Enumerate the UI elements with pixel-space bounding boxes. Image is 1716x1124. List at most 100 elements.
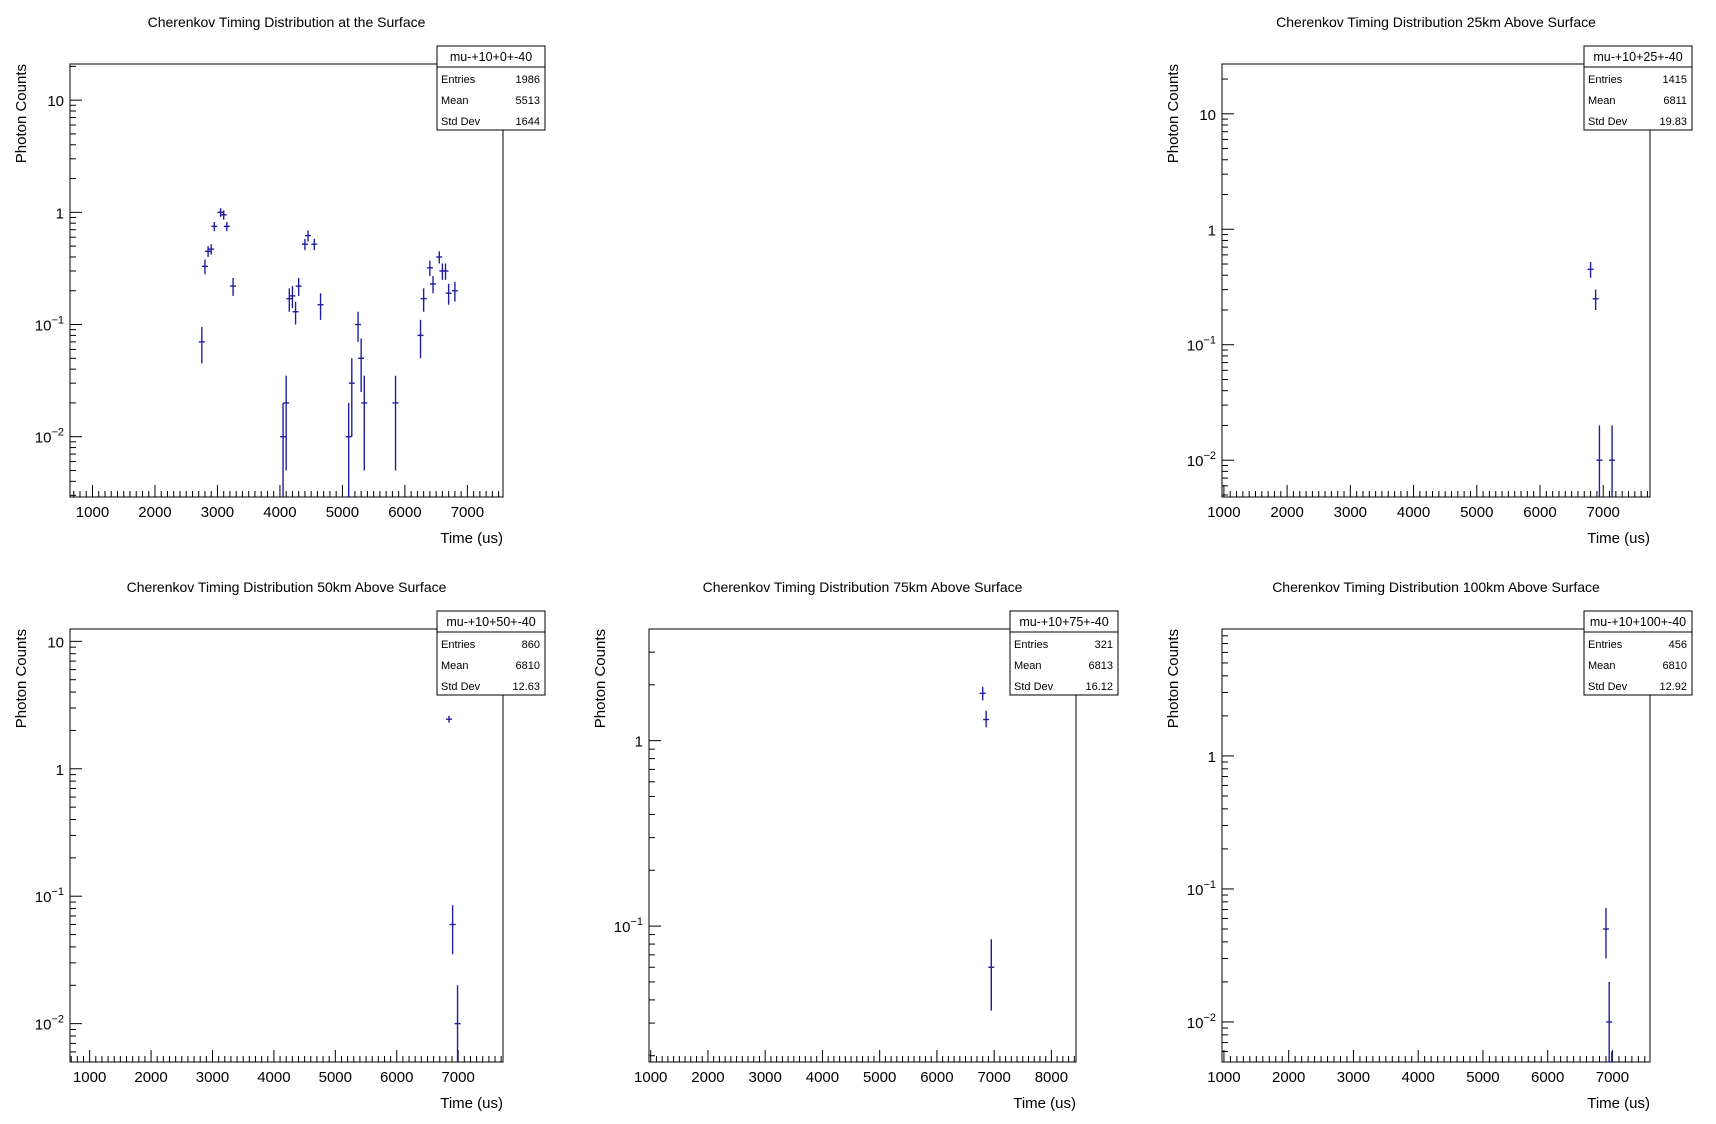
stats-box-frame bbox=[1583, 45, 1693, 131]
y-axis-label: Photon Counts bbox=[592, 629, 609, 728]
stats-value-std-dev: 12.92 bbox=[1659, 681, 1687, 693]
stats-label-mean: Mean bbox=[441, 660, 469, 672]
stats-box-name: mu-+10+75+-40 bbox=[1019, 615, 1108, 629]
y-tick-label: 10−2 bbox=[1187, 1012, 1216, 1032]
stats-label-mean: Mean bbox=[1588, 660, 1616, 672]
x-tick-label: 4000 bbox=[1397, 504, 1430, 521]
stats-box-name: mu-+10+0+-40 bbox=[450, 50, 532, 64]
data-series bbox=[445, 715, 461, 1062]
y-axis-label: Photon Counts bbox=[1165, 64, 1182, 163]
x-tick-label: 7000 bbox=[1587, 504, 1620, 521]
y-axis-label: Photon Counts bbox=[13, 64, 30, 163]
chart-title: Cherenkov Timing Distribution 100km Abov… bbox=[1272, 579, 1600, 595]
chart-title: Cherenkov Timing Distribution 75km Above… bbox=[703, 579, 1023, 595]
x-tick-label: 6000 bbox=[388, 504, 421, 521]
stats-value-mean: 6810 bbox=[1663, 660, 1687, 672]
y-axis-label: Photon Counts bbox=[13, 629, 30, 728]
x-tick-label: 4000 bbox=[1402, 1069, 1435, 1086]
x-tick-label: 6000 bbox=[380, 1069, 413, 1086]
chart-panel: Cherenkov Timing Distribution 75km Above… bbox=[592, 579, 1119, 1112]
x-tick-label: 5000 bbox=[326, 504, 359, 521]
data-series bbox=[1602, 907, 1615, 1062]
x-tick-label: 7000 bbox=[1596, 1069, 1629, 1086]
x-tick-label: 1000 bbox=[76, 504, 109, 521]
x-tick-label: 6000 bbox=[1523, 504, 1556, 521]
stats-label-std-dev: Std Dev bbox=[1588, 116, 1628, 128]
stats-label-entries: Entries bbox=[1588, 74, 1623, 86]
stats-value-std-dev: 16.12 bbox=[1085, 681, 1113, 693]
chart-title: Cherenkov Timing Distribution at the Sur… bbox=[148, 14, 426, 30]
x-tick-label: 3000 bbox=[1334, 504, 1367, 521]
y-tick-label: 1 bbox=[1208, 749, 1216, 766]
stats-box: mu-+10+50+-40 Entries 860 Mean 6810 Std Dev 12… bbox=[436, 610, 546, 696]
y-axis-label: Photon Counts bbox=[1165, 629, 1182, 728]
y-tick-label: 10 bbox=[47, 634, 64, 651]
y-tick-label: 1 bbox=[1208, 222, 1216, 239]
y-tick-label: 10−1 bbox=[35, 315, 64, 335]
stats-value-std-dev: 19.83 bbox=[1659, 116, 1687, 128]
stats-box-frame bbox=[436, 610, 546, 696]
stats-box-name: mu-+10+100+-40 bbox=[1590, 615, 1686, 629]
x-tick-label: 2000 bbox=[1270, 504, 1303, 521]
stats-label-mean: Mean bbox=[441, 95, 469, 107]
x-tick-label: 5000 bbox=[1460, 504, 1493, 521]
stats-label-mean: Mean bbox=[1014, 660, 1042, 672]
x-tick-label: 1000 bbox=[1207, 1069, 1240, 1086]
y-tick-label: 10−1 bbox=[1187, 335, 1216, 355]
stats-label-std-dev: Std Dev bbox=[1588, 681, 1628, 693]
stats-value-entries: 860 bbox=[522, 639, 540, 651]
x-tick-label: 3000 bbox=[749, 1069, 782, 1086]
stats-box: mu-+10+100+-40 Entries 456 Mean 6810 Std Dev 1… bbox=[1583, 610, 1693, 696]
x-tick-label: 2000 bbox=[1272, 1069, 1305, 1086]
stats-box: mu-+10+75+-40 Entries 321 Mean 6813 Std Dev 16… bbox=[1009, 610, 1119, 696]
x-axis-label: Time (us) bbox=[440, 1095, 503, 1112]
stats-box-name: mu-+10+25+-40 bbox=[1593, 50, 1682, 64]
plot-frame bbox=[1221, 628, 1651, 1063]
x-tick-label: 4000 bbox=[806, 1069, 839, 1086]
stats-value-std-dev: 12.63 bbox=[512, 681, 540, 693]
y-tick-label: 10−2 bbox=[35, 427, 64, 447]
x-tick-label: 5000 bbox=[1466, 1069, 1499, 1086]
y-tick-label: 10−1 bbox=[1187, 879, 1216, 899]
stats-value-mean: 6813 bbox=[1089, 660, 1113, 672]
data-series bbox=[198, 208, 458, 497]
x-axis-label: Time (us) bbox=[1587, 530, 1650, 547]
stats-value-mean: 6810 bbox=[516, 660, 540, 672]
y-tick-label: 10 bbox=[1199, 107, 1216, 124]
x-tick-label: 5000 bbox=[863, 1069, 896, 1086]
stats-label-std-dev: Std Dev bbox=[441, 681, 481, 693]
x-tick-label: 2000 bbox=[138, 504, 171, 521]
x-tick-label: 7000 bbox=[977, 1069, 1010, 1086]
x-tick-label: 1000 bbox=[634, 1069, 667, 1086]
x-tick-label: 6000 bbox=[920, 1069, 953, 1086]
chart-title: Cherenkov Timing Distribution 25km Above… bbox=[1276, 14, 1596, 30]
stats-label-entries: Entries bbox=[1588, 639, 1623, 651]
chart-panel: Cherenkov Timing Distribution at the Sur… bbox=[13, 14, 546, 547]
stats-box-frame bbox=[1583, 610, 1693, 696]
y-tick-label: 10−2 bbox=[35, 1014, 64, 1034]
stats-box-frame bbox=[436, 45, 546, 131]
plot-frame bbox=[1221, 63, 1651, 498]
x-tick-label: 7000 bbox=[451, 504, 484, 521]
x-axis-label: Time (us) bbox=[440, 530, 503, 547]
y-tick-label: 10−1 bbox=[35, 886, 64, 906]
y-tick-label: 1 bbox=[635, 734, 643, 751]
x-tick-label: 6000 bbox=[1531, 1069, 1564, 1086]
stats-value-entries: 456 bbox=[1669, 639, 1687, 651]
y-tick-label: 10 bbox=[47, 93, 64, 110]
x-tick-label: 4000 bbox=[257, 1069, 290, 1086]
stats-box: mu-+10+25+-40 Entries 1415 Mean 6811 Std Dev 1… bbox=[1583, 45, 1693, 131]
stats-label-mean: Mean bbox=[1588, 95, 1616, 107]
x-tick-label: 2000 bbox=[691, 1069, 724, 1086]
x-axis-label: Time (us) bbox=[1013, 1095, 1076, 1112]
stats-label-entries: Entries bbox=[441, 639, 476, 651]
x-axis-label: Time (us) bbox=[1587, 1095, 1650, 1112]
x-tick-label: 1000 bbox=[1207, 504, 1240, 521]
stats-value-entries: 1415 bbox=[1663, 74, 1687, 86]
x-tick-label: 7000 bbox=[441, 1069, 474, 1086]
x-tick-label: 3000 bbox=[1337, 1069, 1370, 1086]
stats-box-frame bbox=[1009, 610, 1119, 696]
x-tick-label: 8000 bbox=[1035, 1069, 1068, 1086]
stats-value-mean: 6811 bbox=[1663, 95, 1687, 107]
